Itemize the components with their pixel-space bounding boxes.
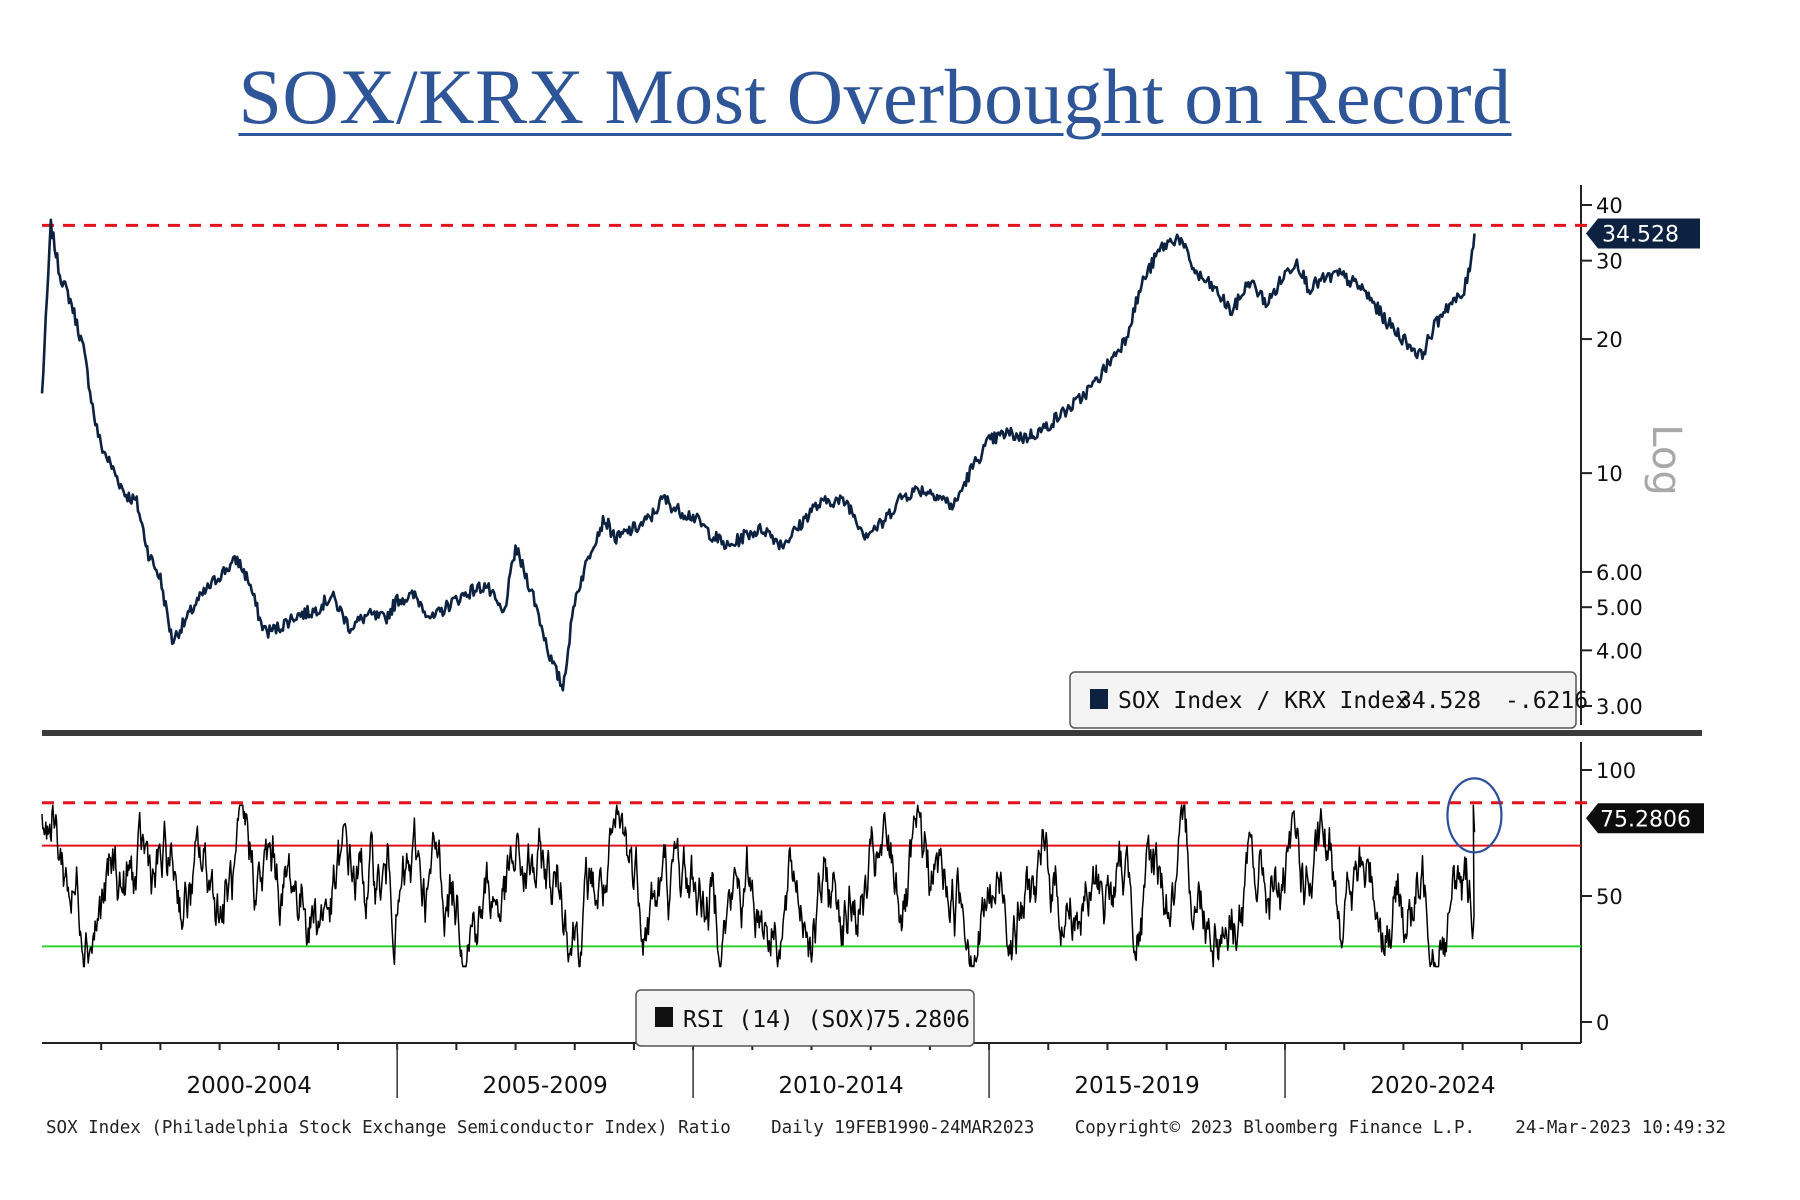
footer-range: Daily 19FEB1990-24MAR2023 [771,1118,1035,1138]
footer-source: SOX Index (Philadelphia Stock Exchange S… [46,1118,731,1138]
rsi-y-tick-label: 100 [1596,759,1636,783]
rsi-legend-swatch [655,1007,673,1027]
footer-timestamp: 24-Mar-2023 10:49:32 [1515,1118,1726,1138]
price-last-value-tag: 34.528 [1586,218,1700,249]
price-legend-change: -.6216 [1505,688,1588,714]
price-legend-name: SOX Index / KRX Index [1118,688,1409,714]
rsi-last-value-tag: 75.2806 [1586,803,1704,834]
footer-copyright: Copyright© 2023 Bloomberg Finance L.P. [1074,1118,1476,1138]
period-label: 2000-2004 [186,1073,311,1099]
period-dividers [396,1043,1286,1098]
rsi-legend-name: RSI (14) (SOX) [683,1007,877,1033]
rsi-legend: RSI (14) (SOX) 75.2806 [635,989,975,1047]
chart-footer: SOX Index (Philadelphia Stock Exchange S… [46,1118,1726,1138]
price-y-tick-label: 10 [1596,462,1623,486]
rsi-line [41,804,1476,968]
log-scale-label: Log [1643,424,1689,495]
price-y-tick-label: 40 [1596,194,1623,218]
price-legend-value: 34.528 [1398,688,1481,714]
price-y-tick-label: 20 [1596,328,1623,352]
price-last-value-text: 34.528 [1602,222,1679,247]
period-label: 2020-2024 [1370,1073,1495,1099]
price-y-tick-label: 4.00 [1596,639,1643,663]
price-y-tick-label: 6.00 [1596,561,1643,585]
period-label: 2010-2014 [778,1073,903,1099]
sox-krx-ratio-line [40,218,1476,692]
period-labels: 2000-2004 2005-2009 2010-2014 2015-2019 2020… [186,1073,1495,1099]
period-label: 2005-2009 [482,1073,607,1099]
rsi-y-tick-label: 0 [1596,1011,1609,1035]
rsi-y-tick-label: 50 [1596,885,1623,909]
rsi-highlight-circle [1446,777,1503,854]
rsi-last-value-text: 75.2806 [1600,807,1691,832]
price-y-tick-label: 30 [1596,250,1623,274]
chart-title: SOX/KRX Most Overbought on Record [238,53,1512,140]
price-y-tick-label: 5.00 [1596,596,1643,620]
price-y-tick-label: 3.00 [1596,695,1643,719]
price-legend: SOX Index / KRX Index 34.528 -.6216 [1069,671,1588,729]
price-y-ticks: 40 30 20 10 6.00 5.00 4.00 3.00 [1581,194,1643,719]
period-label: 2015-2019 [1074,1073,1199,1099]
panel-divider [42,730,1702,736]
rsi-y-ticks: 100 50 0 [1581,759,1636,1035]
rsi-legend-value: 75.2806 [873,1007,970,1033]
price-legend-swatch [1090,689,1108,709]
